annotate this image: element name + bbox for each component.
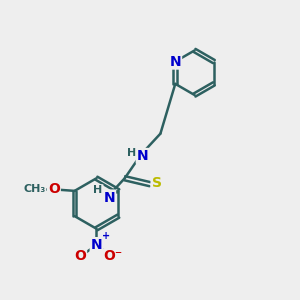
- Text: H: H: [127, 148, 136, 158]
- Text: H: H: [93, 185, 103, 195]
- Text: S: S: [152, 176, 161, 190]
- Text: N: N: [137, 149, 148, 163]
- Text: CH₃: CH₃: [23, 184, 46, 194]
- Text: O: O: [48, 182, 60, 197]
- Text: O: O: [74, 249, 86, 263]
- Text: N: N: [169, 55, 181, 69]
- Text: +: +: [102, 231, 111, 241]
- Text: N: N: [103, 190, 115, 205]
- Text: N: N: [91, 238, 102, 252]
- Text: O⁻: O⁻: [103, 249, 122, 263]
